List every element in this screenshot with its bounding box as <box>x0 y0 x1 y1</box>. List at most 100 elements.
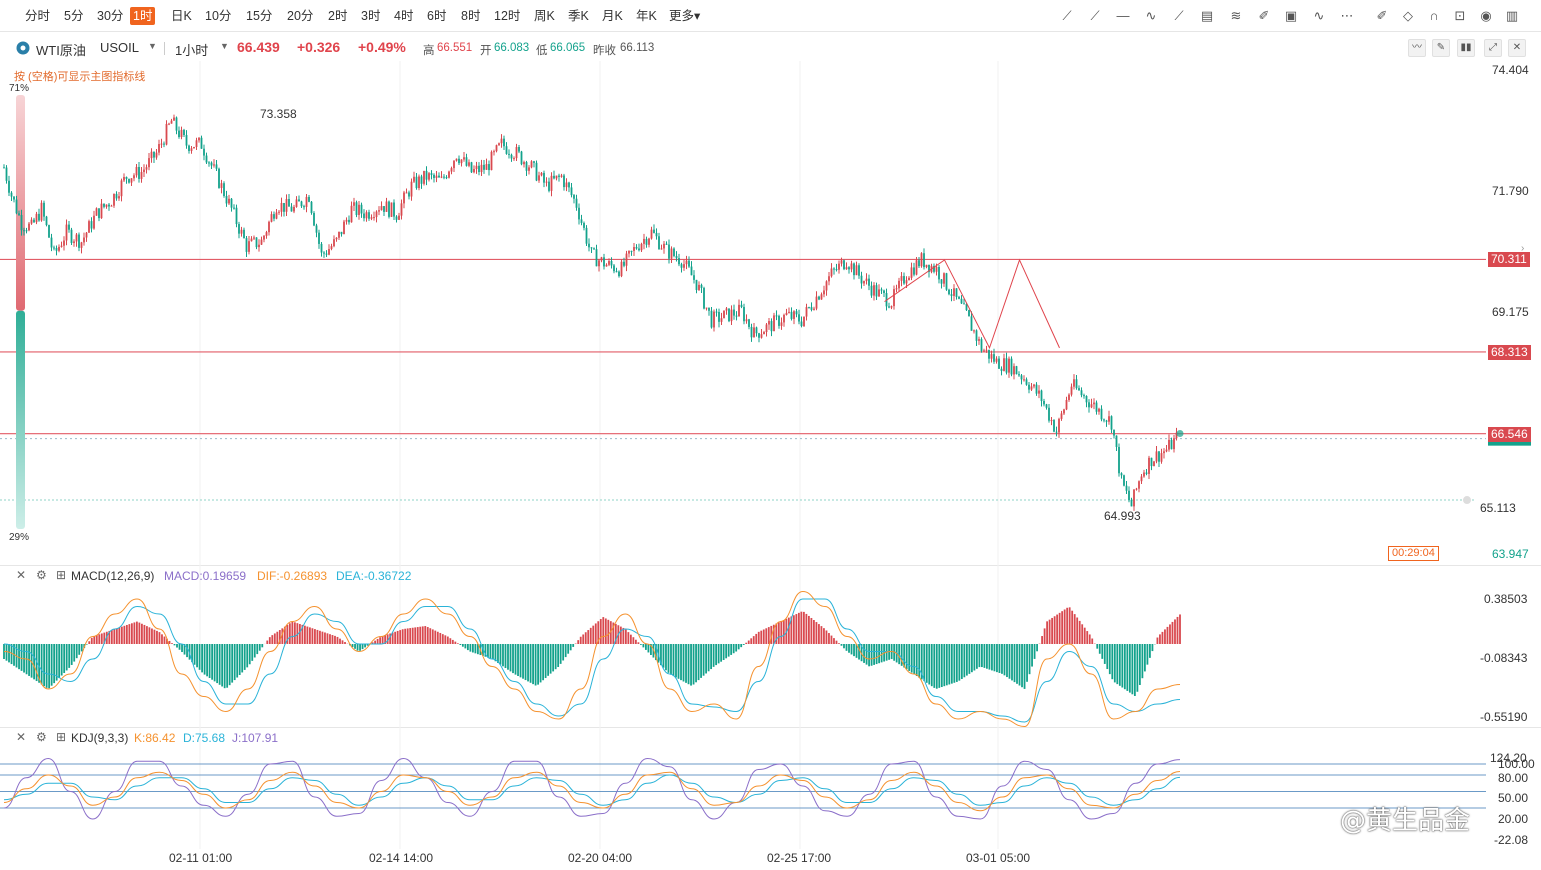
candle-body <box>323 252 325 254</box>
add-indicator-icon[interactable]: ⊞ <box>56 568 67 582</box>
close-indicator-icon[interactable]: ✕ <box>16 730 27 744</box>
main-chart-panel[interactable]: 按 (空格)可显示主图指标线 71% 29% 74.404 71.790 69.17… <box>0 61 1541 565</box>
fibonacci-icon[interactable]: ▤ <box>1200 8 1214 23</box>
time-label: 02-20 04:00 <box>568 851 633 865</box>
period-18[interactable]: 更多▾ <box>669 9 701 23</box>
draw-icon[interactable]: ✎ <box>1432 39 1450 57</box>
image-icon[interactable]: ▣ <box>1284 8 1298 23</box>
candle-body <box>565 182 568 188</box>
price-level-tag[interactable]: 68.313 <box>1488 344 1531 360</box>
period-12[interactable]: 8时 <box>461 9 481 23</box>
candlestick-chart[interactable] <box>0 61 1541 565</box>
macd-bar <box>757 631 760 644</box>
price-level-tag[interactable]: 70.311 <box>1488 252 1530 268</box>
macd-bar <box>940 644 943 688</box>
macd-bar <box>1073 614 1076 644</box>
fan-icon[interactable]: ≋ <box>1230 8 1242 23</box>
period-6[interactable]: 15分 <box>246 9 273 23</box>
candle-body <box>808 307 810 309</box>
trendline-icon[interactable]: ⟋ <box>1062 8 1072 23</box>
candle-body <box>920 253 923 267</box>
macd-bar <box>43 644 46 687</box>
macd-bar <box>258 644 261 651</box>
arrow-icon[interactable]: ⟋ <box>1174 8 1184 23</box>
macd-bar <box>908 644 911 671</box>
macd-bar <box>110 630 113 644</box>
candle-body <box>498 143 500 146</box>
interval-select[interactable]: 1小时 <box>175 43 209 58</box>
period-17[interactable]: 年K <box>636 9 657 23</box>
candle-body <box>905 280 908 284</box>
macd-bar <box>1058 612 1061 644</box>
macd-bar <box>10 644 13 665</box>
eraser-icon[interactable]: ◇ <box>1403 8 1413 23</box>
macd-bar <box>802 611 805 644</box>
candle-body <box>935 266 938 272</box>
polyline-icon[interactable]: ∿ <box>1145 8 1157 23</box>
kdj-panel[interactable]: ✕ ⚙ ⊞ KDJ(9,3,3) K:86.42 D:75.68 J:107.9… <box>0 727 1541 849</box>
candle-body <box>843 260 845 270</box>
period-0[interactable]: 分时 <box>25 9 51 23</box>
settings-icon[interactable]: ⚙ <box>36 568 47 582</box>
macd-bar <box>1156 637 1159 644</box>
price-level-tag[interactable]: 66.546 <box>1488 426 1531 442</box>
symbol-code[interactable]: USOIL <box>100 40 140 55</box>
macd-bar <box>1111 644 1114 680</box>
macd-panel[interactable]: ✕ ⚙ ⊞ MACD(12,26,9) MACD:0.19659 DIF:-0.… <box>0 565 1541 728</box>
period-4[interactable]: 日K <box>171 9 192 23</box>
add-indicator-icon[interactable]: ⊞ <box>56 730 67 744</box>
period-5[interactable]: 10分 <box>205 9 232 23</box>
candle-icon[interactable]: ▮▮ <box>1457 39 1475 57</box>
candle-body <box>680 264 683 268</box>
magnet-icon[interactable]: ∩ <box>1429 8 1439 23</box>
period-16[interactable]: 月K <box>602 9 623 23</box>
period-1[interactable]: 5分 <box>64 9 84 23</box>
more-dots-icon[interactable]: ⋯ <box>1340 8 1354 23</box>
period-11[interactable]: 6时 <box>427 9 447 23</box>
period-7[interactable]: 20分 <box>287 9 314 23</box>
macd-bar <box>271 635 274 644</box>
close-icon[interactable]: ✕ <box>1508 39 1526 57</box>
kdj-d-value: D:75.68 <box>183 731 226 745</box>
candle-body <box>1155 451 1158 462</box>
candle-body <box>810 307 813 310</box>
period-15[interactable]: 季K <box>568 9 589 23</box>
macd-bar <box>1053 616 1056 644</box>
settings-icon[interactable]: ⚙ <box>36 730 47 744</box>
symbol-dropdown-icon[interactable]: ▼ <box>148 41 157 51</box>
chart-type-icon[interactable]: 〰 <box>1408 39 1426 57</box>
expand-icon[interactable]: › <box>1521 243 1525 254</box>
pen-icon[interactable]: ✐ <box>1258 8 1270 23</box>
candle-body <box>375 211 378 218</box>
ray-icon[interactable]: ⟋ <box>1090 8 1100 23</box>
macd-bar <box>228 644 231 686</box>
macd-chart[interactable] <box>0 565 1541 728</box>
wave-icon[interactable]: ∿ <box>1313 8 1325 23</box>
candle-body <box>218 168 220 188</box>
period-14[interactable]: 周K <box>534 9 555 23</box>
period-13[interactable]: 12时 <box>494 9 521 23</box>
symbol-name[interactable]: WTI原油 <box>36 43 86 58</box>
macd-bar <box>477 644 479 655</box>
edit-icon[interactable]: ✐ <box>1376 8 1388 23</box>
period-3[interactable]: 1时 <box>130 7 156 25</box>
ratio-gauge-down <box>16 310 25 529</box>
candle-body <box>610 261 613 266</box>
lock-icon[interactable]: ⊡ <box>1454 8 1466 23</box>
horizontal-line-icon[interactable]: — <box>1116 8 1130 23</box>
macd-bar <box>750 638 753 644</box>
candle-body <box>508 153 510 155</box>
macd-bar <box>970 644 973 673</box>
interval-dropdown-icon[interactable]: ▼ <box>220 41 229 51</box>
period-9[interactable]: 3时 <box>361 9 381 23</box>
period-2[interactable]: 30分 <box>97 9 124 23</box>
kdj-chart[interactable] <box>0 727 1541 849</box>
close-indicator-icon[interactable]: ✕ <box>16 568 27 582</box>
eye-icon[interactable]: ◉ <box>1480 8 1492 23</box>
period-8[interactable]: 2时 <box>328 9 348 23</box>
trash-icon[interactable]: ▥ <box>1505 8 1519 23</box>
fullscreen-icon[interactable]: ⤢ <box>1484 39 1502 57</box>
period-10[interactable]: 4时 <box>394 9 414 23</box>
candle-body <box>93 215 95 229</box>
candle-body <box>1043 401 1045 405</box>
